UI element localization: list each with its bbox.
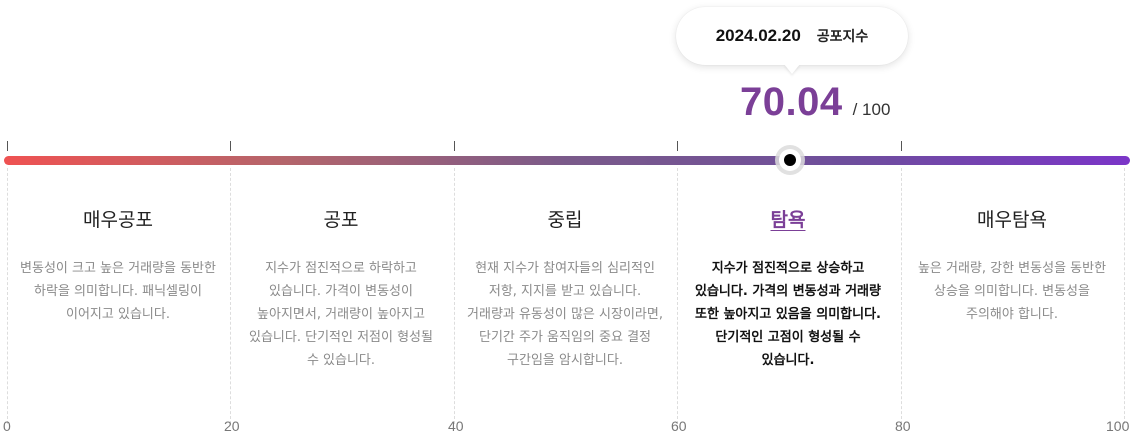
marker-dot	[784, 154, 796, 166]
column-divider	[901, 168, 902, 424]
category-extreme-greed: 매우탐욕 높은 거래량, 강한 변동성을 동반한 상승을 의미합니다. 변동성을…	[912, 205, 1112, 326]
category-title: 매우탐욕	[977, 209, 1047, 231]
category-description: 높은 거래량, 강한 변동성을 동반한 상승을 의미합니다. 변동성을 주의해야…	[917, 261, 1107, 322]
category-greed[interactable]: 탐욕 지수가 점진적으로 상승하고 있습니다. 가격의 변동성과 거래량 또한 …	[688, 205, 888, 372]
category-title-active[interactable]: 탐욕	[770, 209, 806, 231]
marker-ring	[779, 149, 801, 171]
category-fear: 공포 지수가 점진적으로 하락하고 있습니다. 가격이 변동성이 높아지면서, …	[241, 205, 441, 372]
scale-label-40: 40	[448, 418, 464, 434]
category-title: 매우공포	[83, 209, 153, 231]
score-max: / 100	[852, 100, 891, 119]
category-description-active: 지수가 점진적으로 상승하고 있습니다. 가격의 변동성과 거래량 또한 높아지…	[695, 261, 881, 368]
category-description: 현재 지수가 참여자들의 심리적인 저항, 지지를 받고 있습니다. 거래량과 …	[467, 261, 663, 368]
tick-mark	[901, 141, 902, 151]
tick-mark	[677, 141, 678, 151]
column-divider	[7, 168, 8, 424]
category-description: 변동성이 크고 높은 거래량을 동반한 하락을 의미합니다. 패닉셀링이 이어지…	[20, 261, 216, 322]
category-neutral: 중립 현재 지수가 참여자들의 심리적인 저항, 지지를 받고 있습니다. 거래…	[465, 205, 665, 372]
index-score: 70.04 / 100	[740, 80, 890, 125]
tooltip-label: 공포지수	[816, 29, 869, 45]
tick-mark	[454, 141, 455, 151]
tick-mark	[7, 141, 8, 151]
score-value: 70.04	[740, 80, 843, 124]
date-tooltip: 2024.02.20 공포지수	[676, 7, 908, 65]
column-divider	[454, 168, 455, 424]
current-value-marker[interactable]	[775, 145, 805, 175]
column-divider	[1124, 168, 1125, 424]
column-divider	[230, 168, 231, 424]
tooltip-date: 2024.02.20	[715, 26, 801, 45]
category-title: 공포	[323, 209, 359, 231]
scale-label-60: 60	[671, 418, 687, 434]
category-title: 중립	[547, 209, 583, 231]
scale-label-20: 20	[224, 418, 240, 434]
scale-label-100: 100	[1106, 418, 1130, 434]
category-description: 지수가 점진적으로 하락하고 있습니다. 가격이 변동성이 높아지면서, 거래량…	[249, 261, 433, 368]
tick-mark	[230, 141, 231, 151]
column-divider	[677, 168, 678, 424]
category-extreme-fear: 매우공포 변동성이 크고 높은 거래량을 동반한 하락을 의미합니다. 패닉셀링…	[18, 205, 218, 326]
scale-label-80: 80	[895, 418, 911, 434]
gradient-scale-bar	[4, 156, 1130, 165]
scale-label-0: 0	[3, 418, 11, 434]
